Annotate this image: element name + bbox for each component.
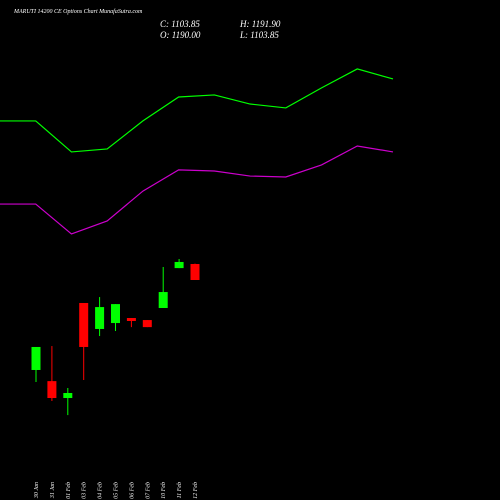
close-label: C: 1103.85 <box>160 19 200 29</box>
x-tick-label: 11 Feb <box>177 482 183 498</box>
x-tick-label: 10 Feb <box>161 482 167 499</box>
candle-body <box>95 307 105 329</box>
open-label: O: 1190.00 <box>160 30 201 40</box>
candle-body <box>158 292 168 308</box>
x-tick-label: 12 Feb <box>193 482 199 499</box>
x-tick-label: 05 Feb <box>114 482 120 499</box>
candle-body <box>111 304 120 324</box>
candle-body <box>174 261 184 269</box>
indicator-line <box>0 145 394 235</box>
x-tick-label: 03 Feb <box>82 482 88 499</box>
candle-body <box>79 302 89 347</box>
candle-body <box>31 346 41 370</box>
indicator-line <box>0 68 394 153</box>
candle-body <box>142 320 152 328</box>
x-tick-label: 31 Jan <box>50 482 56 499</box>
x-tick-label: 30 Jan <box>34 482 40 499</box>
x-tick-label: 07 Feb <box>145 482 151 499</box>
x-tick-label: 01 Feb <box>66 482 72 499</box>
candle-body <box>190 264 200 281</box>
candle-body <box>47 381 57 399</box>
x-tick-label: 06 Feb <box>129 482 135 499</box>
chart-title: MARUTI 14200 CE Options Chart MunafaSutr… <box>13 8 143 15</box>
x-tick-label: 04 Feb <box>97 482 104 499</box>
candle-body <box>63 393 73 399</box>
low-label: L: 1103.85 <box>239 30 279 40</box>
high-label: H: 1191.90 <box>239 19 281 29</box>
candle-body <box>126 318 136 321</box>
